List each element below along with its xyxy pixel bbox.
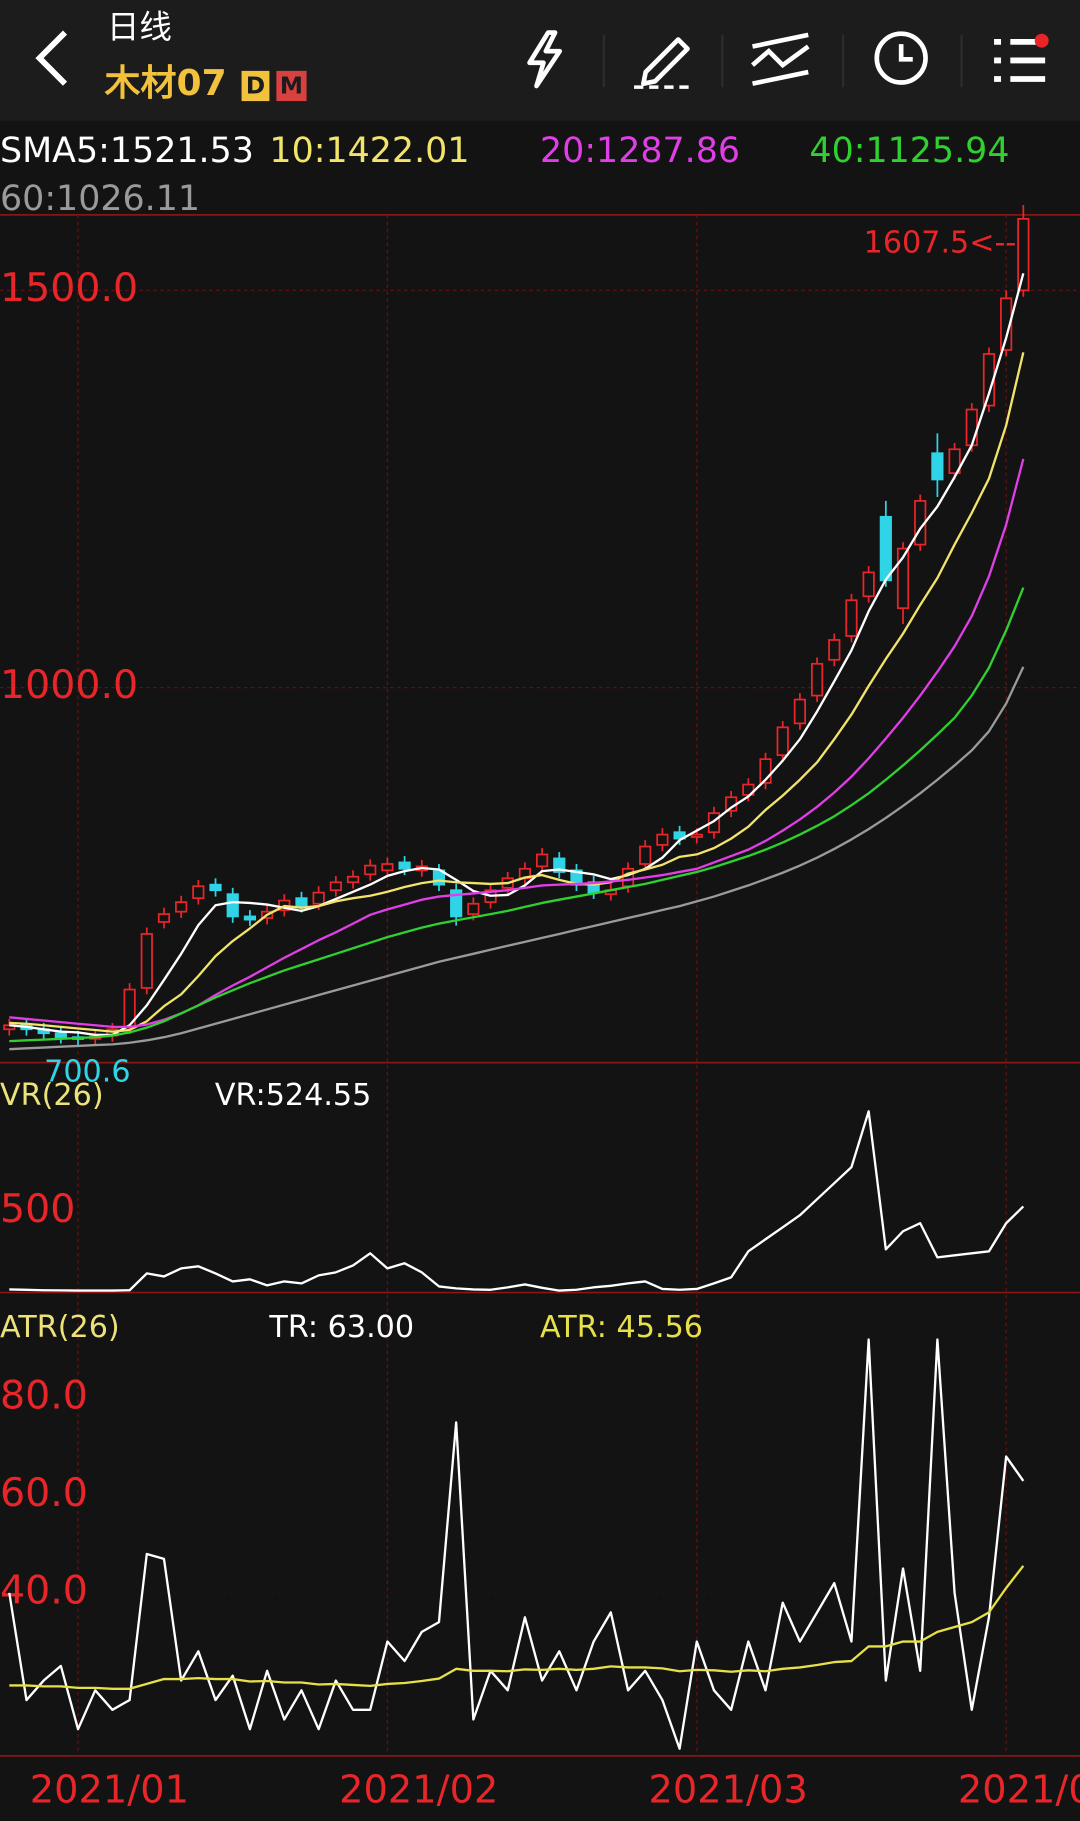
candle-body	[1017, 217, 1030, 292]
legend-entry: 10:1422.01	[269, 131, 469, 171]
clock-icon[interactable]	[874, 31, 928, 85]
candle-body	[226, 893, 239, 918]
back-button[interactable]	[35, 30, 68, 86]
symbol-label: 木材07	[105, 63, 227, 104]
candle-body	[948, 448, 961, 474]
candle-body	[157, 913, 171, 923]
candle-body	[862, 571, 875, 598]
y-tick-label: 80.0	[0, 1373, 88, 1419]
candle-body	[931, 452, 944, 481]
candle-body	[312, 891, 325, 905]
candle-body	[209, 883, 222, 892]
candle-body	[364, 864, 377, 876]
indicator-title: ATR(26)	[0, 1310, 120, 1345]
clock-hands	[898, 44, 913, 62]
candle-body	[54, 1032, 67, 1039]
candle-body	[553, 857, 566, 873]
y-tick-label: 1000.0	[0, 662, 138, 708]
y-tick-label: 500	[0, 1186, 75, 1232]
candle-body	[656, 833, 669, 846]
indicator-icon[interactable]	[751, 32, 810, 86]
series-line	[9, 666, 1025, 1051]
legend-entry: ATR: 45.56	[540, 1310, 703, 1345]
candle-body	[639, 845, 652, 865]
series-line	[9, 352, 1025, 1033]
high-label: 1607.5<--	[864, 225, 1017, 260]
badge-d-text: D	[246, 73, 265, 100]
series-line	[9, 587, 1025, 1043]
candle-body	[192, 885, 205, 900]
candle-body	[845, 599, 858, 637]
candle-body	[896, 547, 910, 610]
y-tick-label: 40.0	[0, 1567, 88, 1613]
candle-body	[140, 933, 153, 989]
y-tick-label: 1500.0	[0, 265, 138, 311]
x-tick-label: 2021/01	[30, 1767, 189, 1812]
candle-body	[450, 889, 463, 918]
candle-body	[243, 915, 257, 921]
candle-body	[1000, 297, 1013, 351]
candle-body	[793, 698, 806, 725]
candle-body	[879, 515, 892, 582]
candle-body	[329, 881, 342, 892]
series-line	[9, 1565, 1025, 1690]
legend-entry: VR:524.55	[215, 1078, 372, 1113]
badge-m	[276, 70, 307, 102]
x-tick-label: 2021/02	[339, 1767, 498, 1812]
x-tick-label: 2021/04	[958, 1767, 1080, 1812]
badge-m-text: M	[280, 73, 303, 100]
candle-body	[346, 875, 360, 884]
candle-body	[621, 867, 635, 888]
period-label: 日线	[107, 8, 172, 46]
legend-entry: 60:1026.11	[0, 179, 200, 219]
candle-body	[535, 853, 549, 868]
legend-entry: SMA5:1521.53	[0, 131, 254, 171]
flash-icon[interactable]	[527, 30, 563, 89]
series-line	[9, 1110, 1025, 1292]
legend-entry: 20:1287.86	[540, 131, 740, 171]
candle-body	[810, 662, 824, 697]
legend-entry: TR: 63.00	[268, 1310, 414, 1345]
menu-icon[interactable]	[994, 38, 1046, 82]
badge-d	[241, 70, 270, 102]
candle-body	[381, 863, 394, 872]
legend-entry: 40:1125.94	[809, 131, 1009, 171]
candle-body	[690, 833, 703, 838]
candle-body	[828, 639, 841, 661]
low-label: 700.6	[44, 1055, 130, 1090]
draw-icon[interactable]	[641, 37, 690, 86]
indicator-title: VR(26)	[0, 1078, 104, 1113]
x-tick-label: 2021/03	[649, 1767, 808, 1812]
candle-body	[759, 758, 772, 784]
candle-body	[673, 831, 686, 840]
candle-body	[965, 408, 978, 447]
candle-body	[175, 901, 188, 913]
candle-body	[776, 726, 789, 757]
candle-body	[295, 897, 308, 907]
candle-body	[398, 861, 411, 870]
series-line	[8, 1338, 1025, 1750]
y-tick-label: 60.0	[0, 1470, 88, 1516]
menu-badge	[1034, 33, 1049, 48]
candle-body	[467, 902, 480, 915]
